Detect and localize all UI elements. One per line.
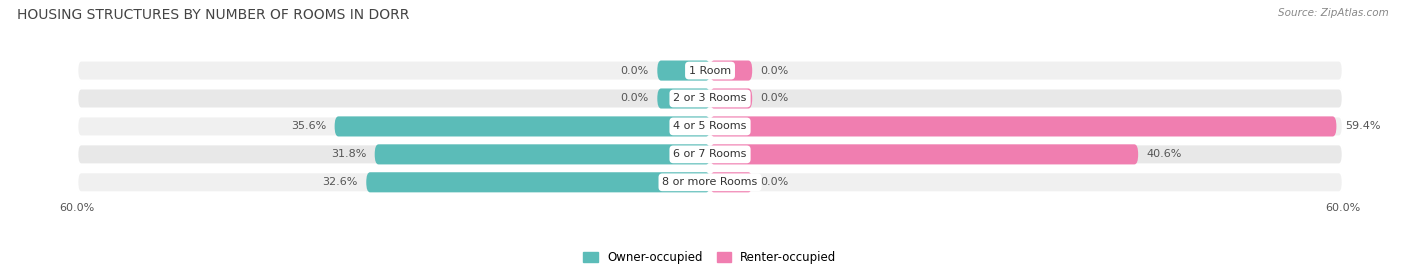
FancyBboxPatch shape	[77, 89, 1343, 109]
FancyBboxPatch shape	[658, 61, 710, 81]
Text: 2 or 3 Rooms: 2 or 3 Rooms	[673, 94, 747, 104]
FancyBboxPatch shape	[77, 116, 1343, 136]
Text: 0.0%: 0.0%	[620, 94, 650, 104]
FancyBboxPatch shape	[710, 89, 752, 109]
Text: 59.4%: 59.4%	[1344, 121, 1381, 132]
Legend: Owner-occupied, Renter-occupied: Owner-occupied, Renter-occupied	[579, 246, 841, 269]
FancyBboxPatch shape	[710, 116, 1336, 136]
Text: 0.0%: 0.0%	[761, 94, 789, 104]
FancyBboxPatch shape	[375, 144, 710, 164]
FancyBboxPatch shape	[658, 89, 710, 109]
Text: 8 or more Rooms: 8 or more Rooms	[662, 177, 758, 187]
FancyBboxPatch shape	[710, 172, 752, 192]
FancyBboxPatch shape	[77, 61, 1343, 81]
Text: HOUSING STRUCTURES BY NUMBER OF ROOMS IN DORR: HOUSING STRUCTURES BY NUMBER OF ROOMS IN…	[17, 8, 409, 22]
FancyBboxPatch shape	[710, 144, 1139, 164]
Text: 35.6%: 35.6%	[291, 121, 326, 132]
FancyBboxPatch shape	[77, 172, 1343, 192]
Text: Source: ZipAtlas.com: Source: ZipAtlas.com	[1278, 8, 1389, 18]
Text: 0.0%: 0.0%	[761, 177, 789, 187]
FancyBboxPatch shape	[335, 116, 710, 136]
Text: 1 Room: 1 Room	[689, 66, 731, 76]
Text: 4 or 5 Rooms: 4 or 5 Rooms	[673, 121, 747, 132]
FancyBboxPatch shape	[710, 61, 752, 81]
Text: 32.6%: 32.6%	[322, 177, 359, 187]
FancyBboxPatch shape	[77, 144, 1343, 164]
Text: 0.0%: 0.0%	[761, 66, 789, 76]
FancyBboxPatch shape	[367, 172, 710, 192]
Text: 6 or 7 Rooms: 6 or 7 Rooms	[673, 149, 747, 159]
Text: 31.8%: 31.8%	[330, 149, 367, 159]
Text: 0.0%: 0.0%	[620, 66, 650, 76]
Text: 40.6%: 40.6%	[1147, 149, 1182, 159]
